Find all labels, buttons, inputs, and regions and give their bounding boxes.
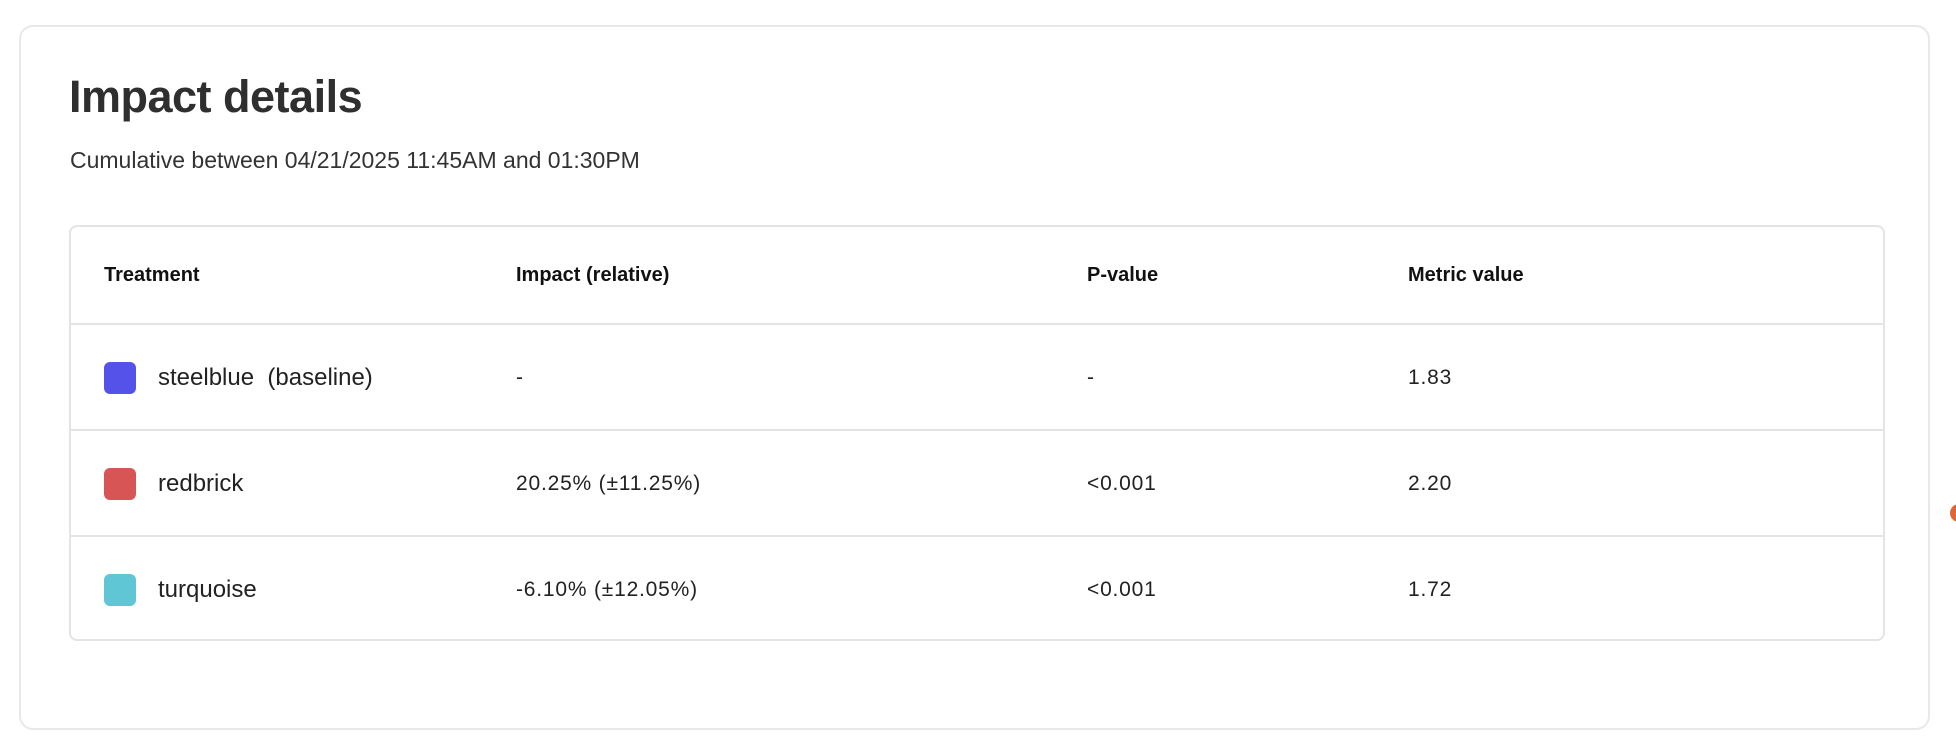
color-swatch-icon (104, 574, 136, 606)
table-row: redbrick 20.25% (±11.25%) <0.001 2.20 (71, 429, 1883, 537)
header-treatment[interactable]: Treatment (104, 263, 200, 286)
treatment-name: turquoise (158, 576, 257, 603)
metric-value-cell: 1.83 (1408, 366, 1453, 389)
header-p-value[interactable]: P-value (1087, 263, 1159, 286)
edge-indicator-dot-icon (1950, 504, 1956, 522)
impact-cell: - (516, 366, 524, 389)
impact-details-card: Impact details Cumulative between 04/21/… (19, 25, 1930, 730)
p-value-cell: <0.001 (1087, 578, 1157, 601)
metric-value-cell: 1.72 (1408, 578, 1453, 601)
header-impact[interactable]: Impact (relative) (516, 263, 670, 286)
card-title: Impact details (69, 71, 363, 122)
impact-cell: 20.25% (±11.25%) (516, 472, 702, 495)
table-header: Treatment Impact (relative) P-value Metr… (71, 227, 1883, 323)
color-swatch-icon (104, 362, 136, 394)
treatment-cell: steelblue (baseline) (104, 325, 373, 431)
treatment-name: steelblue (baseline) (158, 364, 373, 391)
p-value-cell: - (1087, 366, 1095, 389)
treatment-cell: redbrick (104, 431, 243, 537)
metric-value-cell: 2.20 (1408, 472, 1453, 495)
header-metric-value[interactable]: Metric value (1408, 263, 1524, 286)
table-row: steelblue (baseline) - - 1.83 (71, 323, 1883, 431)
impact-table: Treatment Impact (relative) P-value Metr… (69, 225, 1885, 641)
p-value-cell: <0.001 (1087, 472, 1157, 495)
treatment-name: redbrick (158, 470, 244, 497)
card-subtitle: Cumulative between 04/21/2025 11:45AM an… (70, 147, 640, 173)
color-swatch-icon (104, 468, 136, 500)
treatment-cell: turquoise (104, 537, 257, 643)
impact-cell: -6.10% (±12.05%) (516, 578, 698, 601)
table-row: turquoise -6.10% (±12.05%) <0.001 1.72 (71, 535, 1883, 643)
